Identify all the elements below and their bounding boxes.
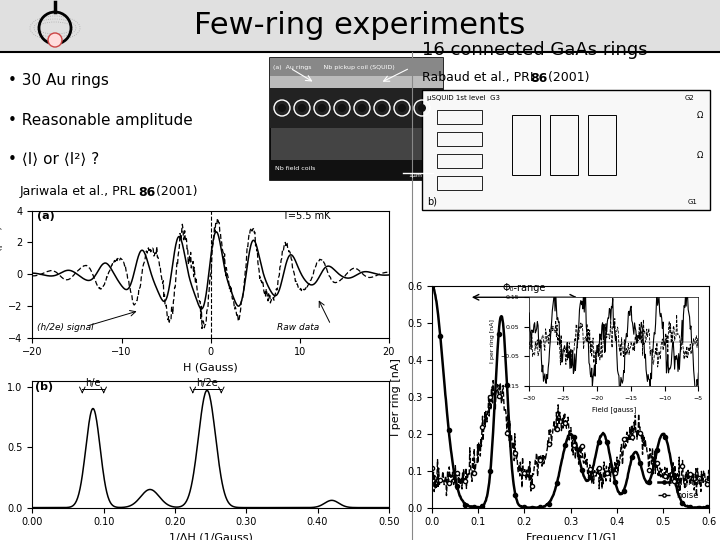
Text: h/2e: h/2e (196, 377, 218, 388)
Bar (437, 176, 482, 190)
signal (472, 504, 480, 511)
Text: • ⟨I⟩ or ⟨I²⟩ ?: • ⟨I⟩ or ⟨I²⟩ ? (8, 152, 99, 167)
Text: G2: G2 (685, 95, 695, 101)
Text: 16 connected GaAs rings: 16 connected GaAs rings (422, 41, 647, 59)
Bar (270, 77, 443, 85)
Text: 86: 86 (530, 71, 547, 84)
Y-axis label: I per ring [nA]: I per ring [nA] (392, 358, 401, 436)
signal (655, 436, 664, 442)
Text: (a): (a) (37, 211, 55, 220)
X-axis label: Field [gauss]: Field [gauss] (592, 407, 636, 413)
Y-axis label: 2nd Harmonic (μΦ₀): 2nd Harmonic (μΦ₀) (0, 225, 3, 323)
Text: Rabaud et al., PRL: Rabaud et al., PRL (422, 71, 541, 84)
Bar (588, 115, 616, 175)
Text: μSQUID 1st level  G3: μSQUID 1st level G3 (427, 95, 500, 101)
Circle shape (298, 104, 306, 112)
Bar (270, 58, 443, 180)
Text: (2001): (2001) (544, 71, 590, 84)
Text: G1: G1 (688, 199, 698, 205)
Y-axis label: Power: Power (0, 427, 1, 461)
Bar (550, 115, 578, 175)
Text: T=5.5 mK: T=5.5 mK (282, 211, 330, 220)
noise (560, 415, 569, 422)
Circle shape (358, 104, 366, 112)
Text: 1μm: 1μm (408, 173, 422, 179)
Bar (422, 90, 710, 210)
Circle shape (278, 104, 286, 112)
Text: h/e: h/e (85, 377, 101, 388)
Bar (437, 132, 482, 146)
Bar (270, 160, 443, 180)
Circle shape (418, 104, 426, 112)
Bar (437, 110, 482, 124)
Bar (437, 154, 482, 168)
Text: • 30 Au rings: • 30 Au rings (8, 72, 109, 87)
Text: (h/2e) signal: (h/2e) signal (37, 322, 94, 332)
noise (428, 465, 436, 471)
signal (562, 440, 570, 446)
signal (593, 443, 602, 449)
Text: • Reasonable amplitude: • Reasonable amplitude (8, 112, 193, 127)
Circle shape (48, 33, 62, 47)
Text: b): b) (427, 197, 437, 207)
noise (578, 452, 587, 458)
Bar (270, 58, 443, 76)
Text: Raw data: Raw data (277, 322, 320, 332)
noise (699, 468, 708, 474)
noise (489, 377, 498, 384)
Bar (0, 0, 720, 52)
X-axis label: H (Gauss): H (Gauss) (183, 363, 238, 373)
Circle shape (378, 104, 386, 112)
Line: noise: noise (430, 379, 711, 498)
noise (692, 492, 701, 499)
noise (562, 418, 570, 424)
X-axis label: Frequency [1/G]: Frequency [1/G] (526, 533, 616, 540)
Circle shape (318, 104, 326, 112)
Legend: signal, noise: signal, noise (654, 475, 705, 503)
Text: 86: 86 (138, 186, 156, 199)
Y-axis label: I per ring [nA]: I per ring [nA] (490, 320, 495, 363)
Text: (b): (b) (35, 382, 53, 393)
Text: Nb field coils: Nb field coils (275, 165, 315, 171)
Circle shape (338, 104, 346, 112)
signal (428, 283, 436, 289)
Bar (270, 76, 443, 88)
Text: Ω: Ω (697, 111, 703, 119)
Text: (a)  Au rings      Nb pickup coil (SQUID): (a) Au rings Nb pickup coil (SQUID) (273, 64, 395, 70)
signal (578, 469, 587, 475)
Bar (512, 115, 540, 175)
Text: (2001): (2001) (152, 186, 197, 199)
Text: Ω: Ω (697, 151, 703, 159)
Circle shape (398, 104, 406, 112)
Text: Φ₀-range: Φ₀-range (503, 283, 546, 293)
X-axis label: 1/ΔH (1/Gauss): 1/ΔH (1/Gauss) (168, 533, 253, 540)
noise (593, 471, 602, 478)
signal (560, 447, 569, 454)
Text: Jariwala et al., PRL: Jariwala et al., PRL (20, 186, 140, 199)
signal (705, 504, 714, 511)
Text: Few-ring experiments: Few-ring experiments (194, 11, 526, 40)
noise (705, 474, 714, 480)
signal (699, 504, 708, 510)
Bar (270, 88, 443, 128)
Line: signal: signal (430, 284, 711, 510)
noise (655, 465, 664, 471)
